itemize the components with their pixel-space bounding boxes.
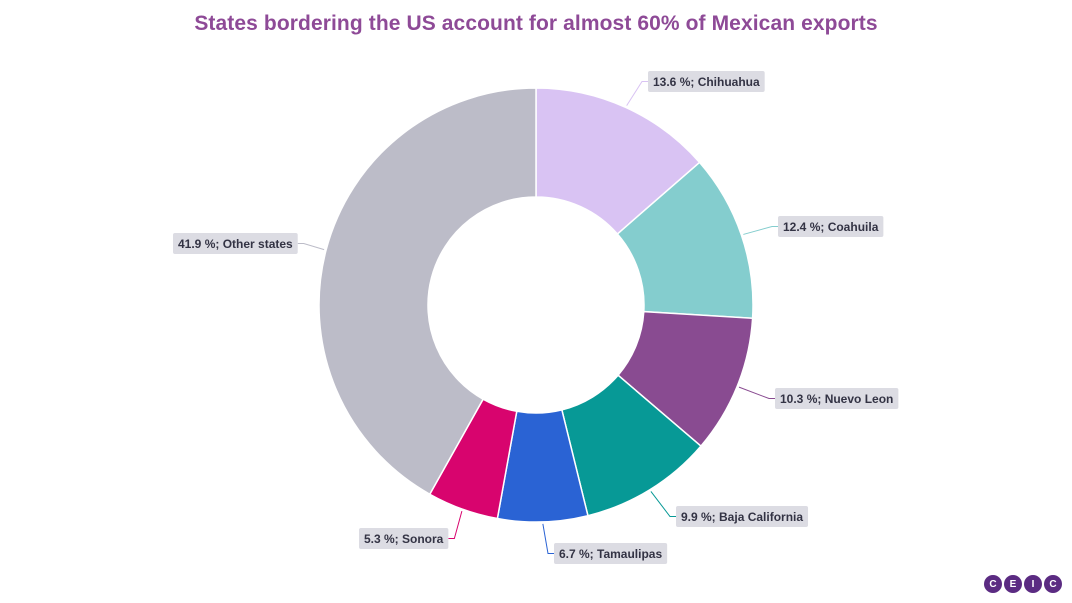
logo-letter: C bbox=[984, 575, 1002, 593]
data-label: 9.9 %; Baja California bbox=[650, 491, 809, 527]
data-label-box bbox=[173, 233, 298, 254]
label-connector bbox=[626, 81, 648, 106]
data-label: 41.9 %; Other states bbox=[173, 233, 325, 254]
data-label: 6.7 %; Tamaulipas bbox=[542, 523, 668, 564]
data-label-text: 10.3 %; Nuevo Leon bbox=[780, 392, 893, 406]
data-label-text: 41.9 %; Other states bbox=[178, 237, 293, 251]
data-label-text: 6.7 %; Tamaulipas bbox=[559, 547, 662, 561]
data-label-text: 12.4 %; Coahuila bbox=[783, 220, 879, 234]
label-connector bbox=[743, 226, 778, 235]
logo-letter: E bbox=[1004, 575, 1022, 593]
data-label: 10.3 %; Nuevo Leon bbox=[738, 386, 899, 409]
data-label-text: 9.9 %; Baja California bbox=[681, 510, 803, 524]
data-label-box bbox=[359, 528, 449, 549]
donut-slice-other-states bbox=[318, 87, 537, 496]
data-label-text: 5.3 %; Sonora bbox=[364, 532, 444, 546]
data-label-box bbox=[676, 506, 809, 527]
logo-letter: C bbox=[1044, 575, 1062, 593]
label-connector bbox=[650, 491, 676, 517]
data-label-box bbox=[778, 216, 884, 237]
chart-title: States bordering the US account for almo… bbox=[194, 12, 878, 35]
label-connector bbox=[542, 523, 554, 554]
data-label-box bbox=[554, 543, 668, 564]
label-connector bbox=[297, 243, 325, 251]
data-label: 12.4 %; Coahuila bbox=[743, 216, 884, 237]
data-label-box bbox=[775, 388, 899, 409]
data-label-text: 13.6 %; Chihuahua bbox=[653, 75, 760, 89]
logo-letter: I bbox=[1024, 575, 1042, 593]
data-label: 5.3 %; Sonora bbox=[359, 510, 463, 549]
label-connector bbox=[738, 386, 775, 399]
label-connector bbox=[448, 510, 463, 539]
ceic-logo: C E I C bbox=[984, 575, 1062, 593]
data-label-box bbox=[648, 71, 765, 92]
data-label: 13.6 %; Chihuahua bbox=[626, 71, 765, 106]
